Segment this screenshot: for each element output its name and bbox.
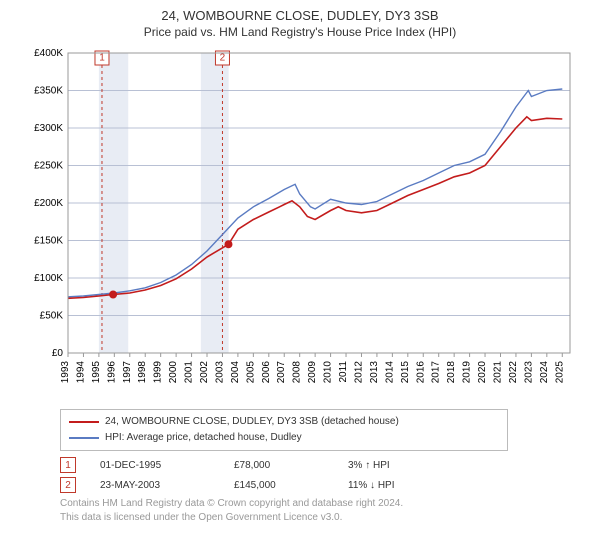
transaction-row: 1 01-DEC-1995 £78,000 3% ↑ HPI — [60, 457, 582, 473]
legend-item-price-paid: 24, WOMBOURNE CLOSE, DUDLEY, DY3 3SB (de… — [69, 414, 499, 430]
svg-text:2019: 2019 — [462, 361, 473, 384]
transaction-price: £145,000 — [234, 480, 324, 491]
svg-text:2025: 2025 — [554, 361, 565, 384]
svg-text:£150K: £150K — [34, 236, 63, 247]
transaction-badge: 2 — [60, 477, 76, 493]
svg-text:2023: 2023 — [523, 361, 534, 384]
price-vs-hpi-chart: £0 £50K £100K £150K £200K £250K £300K £350K £400… — [22, 43, 578, 403]
svg-text:2016: 2016 — [415, 361, 426, 384]
legend-label: HPI: Average price, detached house, Dudl… — [105, 430, 302, 446]
footnote-line: Contains HM Land Registry data © Crown c… — [60, 497, 582, 511]
svg-text:£50K: £50K — [40, 311, 64, 322]
legend-item-hpi: HPI: Average price, detached house, Dudl… — [69, 430, 499, 446]
footnote: Contains HM Land Registry data © Crown c… — [60, 497, 582, 524]
svg-text:1993: 1993 — [60, 361, 71, 384]
svg-text:2001: 2001 — [184, 361, 195, 384]
svg-text:£300K: £300K — [34, 123, 63, 134]
svg-text:2020: 2020 — [477, 361, 488, 384]
svg-text:2024: 2024 — [539, 361, 550, 384]
svg-text:1994: 1994 — [75, 361, 86, 384]
svg-text:2005: 2005 — [245, 361, 256, 384]
svg-text:1: 1 — [99, 53, 105, 64]
transaction-row: 2 23-MAY-2003 £145,000 11% ↓ HPI — [60, 477, 582, 493]
svg-text:£250K: £250K — [34, 161, 63, 172]
page-subtitle: Price paid vs. HM Land Registry's House … — [12, 25, 588, 39]
svg-text:2017: 2017 — [431, 361, 442, 384]
legend: 24, WOMBOURNE CLOSE, DUDLEY, DY3 3SB (de… — [60, 409, 508, 451]
footnote-line: This data is licensed under the Open Gov… — [60, 511, 582, 525]
svg-text:2010: 2010 — [323, 361, 334, 384]
svg-text:2015: 2015 — [400, 361, 411, 384]
svg-text:2007: 2007 — [276, 361, 287, 384]
legend-label: 24, WOMBOURNE CLOSE, DUDLEY, DY3 3SB (de… — [105, 414, 399, 430]
svg-text:2004: 2004 — [230, 361, 241, 384]
svg-text:1999: 1999 — [153, 361, 164, 384]
svg-text:1995: 1995 — [91, 361, 102, 384]
svg-text:2018: 2018 — [446, 361, 457, 384]
svg-text:£0: £0 — [52, 348, 64, 359]
transaction-price: £78,000 — [234, 460, 324, 471]
svg-text:1998: 1998 — [137, 361, 148, 384]
svg-text:2006: 2006 — [261, 361, 272, 384]
transaction-hpi-delta: 3% ↑ HPI — [348, 460, 390, 471]
svg-text:1997: 1997 — [122, 361, 133, 384]
svg-text:£200K: £200K — [34, 198, 63, 209]
svg-text:2003: 2003 — [214, 361, 225, 384]
svg-text:2021: 2021 — [492, 361, 503, 384]
svg-text:2013: 2013 — [369, 361, 380, 384]
svg-text:2014: 2014 — [384, 361, 395, 384]
transactions-list: 1 01-DEC-1995 £78,000 3% ↑ HPI 2 23-MAY-… — [60, 457, 582, 493]
legend-swatch — [69, 421, 99, 423]
transaction-badge: 1 — [60, 457, 76, 473]
svg-text:2002: 2002 — [199, 361, 210, 384]
svg-text:2000: 2000 — [168, 361, 179, 384]
svg-text:2008: 2008 — [292, 361, 303, 384]
transaction-hpi-delta: 11% ↓ HPI — [348, 480, 395, 491]
svg-text:£100K: £100K — [34, 273, 63, 284]
transaction-date: 23-MAY-2003 — [100, 480, 210, 491]
svg-text:2009: 2009 — [307, 361, 318, 384]
svg-text:1996: 1996 — [106, 361, 117, 384]
svg-text:2022: 2022 — [508, 361, 519, 384]
svg-text:2011: 2011 — [338, 361, 349, 383]
svg-text:2012: 2012 — [353, 361, 364, 384]
svg-text:£350K: £350K — [34, 86, 63, 97]
legend-swatch — [69, 437, 99, 439]
transaction-date: 01-DEC-1995 — [100, 460, 210, 471]
svg-text:£400K: £400K — [34, 48, 63, 59]
page-title: 24, WOMBOURNE CLOSE, DUDLEY, DY3 3SB — [12, 8, 588, 23]
svg-text:2: 2 — [220, 53, 226, 64]
